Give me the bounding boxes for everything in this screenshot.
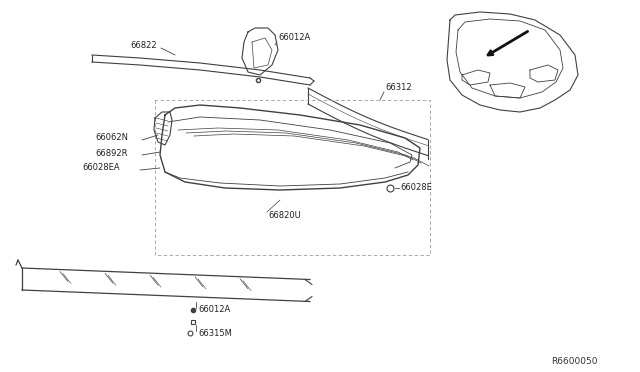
Text: 66822: 66822 — [130, 41, 157, 49]
Text: 66028EA: 66028EA — [82, 164, 120, 173]
Text: 66062N: 66062N — [95, 134, 128, 142]
Text: 66315M: 66315M — [198, 328, 232, 337]
Text: 66028E: 66028E — [400, 183, 432, 192]
Text: 66012A: 66012A — [198, 305, 230, 314]
Text: 66892R: 66892R — [95, 148, 127, 157]
Text: R6600050: R6600050 — [552, 357, 598, 366]
Text: 66012A: 66012A — [278, 33, 310, 42]
Text: 66820U: 66820U — [268, 211, 301, 219]
Text: 66312: 66312 — [385, 83, 412, 93]
